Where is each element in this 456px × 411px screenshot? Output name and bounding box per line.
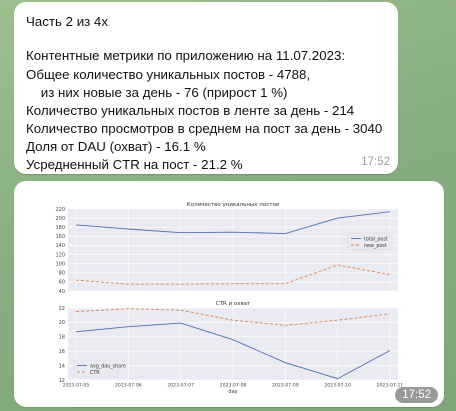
chart-title: Количество уникальных постов [187,202,279,208]
y-tick-label: 120 [55,252,65,258]
x-tick-label: 2023-07-08 [220,383,247,389]
y-tick-label: 18 [59,335,65,341]
charts-svg: Количество уникальных постов 40 60 80 100 120… [55,202,404,395]
y-tick-label: 20 [59,320,65,326]
y-tick-label: 40 [59,289,65,295]
x-tick-label: 2023-07-05 [63,383,90,389]
series-line-avg_dau_share [75,322,391,380]
series-line-CTR [75,308,391,326]
x-axis-label: day [228,389,237,395]
y-tick-label: 60 [59,280,65,286]
message-text-line: из них новые за день - 76 (прирост 1 %) [26,85,288,100]
y-tick-label: 180 [55,225,65,231]
legend-box [347,232,393,251]
y-tick-label: 16 [59,349,65,355]
message-bubble-chart[interactable]: Количество уникальных постов 40 60 80 100 120… [14,181,444,407]
legend-label: CTR [90,370,100,376]
x-tick-label: 2023-07-11 [377,383,404,389]
legend-label: avg_dau_share [90,363,126,369]
y-tick-label: 22 [59,306,65,312]
message-text-line: Доля от DAU (охват) - 16.1 % [26,139,206,154]
message-text-line: Часть 2 из 4х [26,14,108,29]
series-line-total_post [75,211,391,235]
x-tick-label: 2023-07-09 [272,383,299,389]
message-text-line: Общее количество уникальных постов - 478… [26,67,311,82]
message-time: 17:52 [395,387,438,403]
y-tick-label: 200 [55,216,65,222]
chart-image[interactable]: Количество уникальных постов 40 60 80 100 120… [24,195,434,395]
message-bubble-metrics[interactable]: Часть 2 из 4х Контентные метрики по прил… [14,2,398,174]
y-tick-label: 14 [59,363,65,369]
chart-title: CTR и охват [216,301,251,307]
legend-label: new_post [364,243,387,249]
x-tick-label: 2023-07-06 [115,383,142,389]
y-tick-label: 12 [59,378,65,384]
series-line-new_post [75,264,391,285]
x-tick-label: 2023-07-10 [324,383,351,389]
legend-box [73,359,119,378]
message-text-line: Контентные метрики по приложению на 11.0… [26,48,346,63]
message-time: 17:52 [361,156,390,168]
message-text-line: Усредненный CTR на пост - 21.2 % [26,157,243,172]
y-tick-label: 100 [55,261,65,267]
legend-label: total_post [364,236,388,242]
y-tick-label: 80 [59,271,65,277]
y-tick-label: 220 [55,207,65,213]
message-text-line: Количество просмотров в среднем на пост … [26,121,383,136]
x-tick-label: 2023-07-07 [167,383,194,389]
y-tick-label: 140 [55,243,65,249]
message-text-line: Количество уникальных постов в ленте за … [26,103,355,118]
y-tick-label: 160 [55,234,65,240]
